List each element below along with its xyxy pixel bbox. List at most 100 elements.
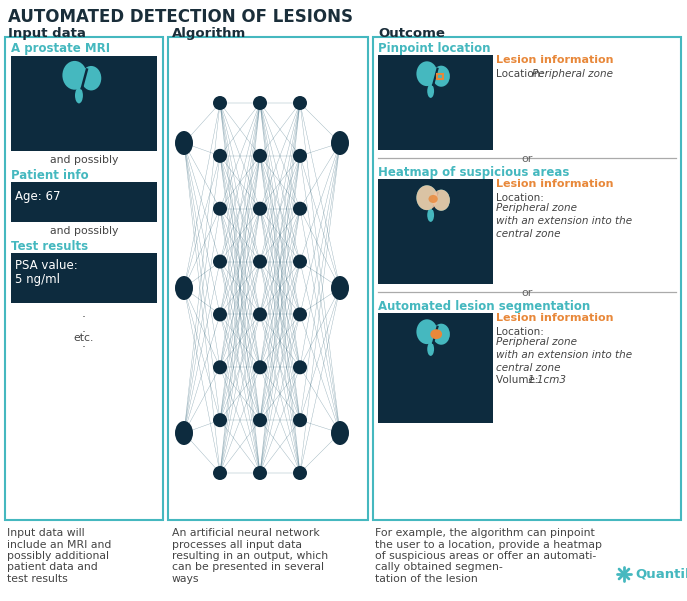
Ellipse shape: [429, 195, 438, 203]
Text: Peripheral zone
with an extension into the
central zone: Peripheral zone with an extension into t…: [496, 337, 632, 373]
Circle shape: [253, 413, 267, 427]
Text: Location:: Location:: [496, 69, 547, 79]
Text: Outcome: Outcome: [378, 27, 445, 40]
Ellipse shape: [416, 61, 438, 86]
Circle shape: [213, 308, 227, 322]
Text: Peripheral zone: Peripheral zone: [532, 69, 613, 79]
Circle shape: [253, 255, 267, 269]
Ellipse shape: [416, 185, 438, 210]
Ellipse shape: [433, 324, 450, 345]
Circle shape: [213, 149, 227, 163]
Text: Automated lesion segmentation: Automated lesion segmentation: [378, 300, 590, 313]
Text: Lesion information: Lesion information: [496, 179, 613, 189]
Text: processes all input data: processes all input data: [172, 540, 302, 549]
Circle shape: [293, 413, 307, 427]
FancyBboxPatch shape: [373, 37, 681, 520]
Text: Input data: Input data: [8, 27, 86, 40]
Circle shape: [213, 202, 227, 216]
Circle shape: [293, 308, 307, 322]
Circle shape: [293, 149, 307, 163]
FancyBboxPatch shape: [11, 182, 157, 222]
Text: cally obtained segmen-: cally obtained segmen-: [375, 563, 503, 573]
Text: Input data will: Input data will: [7, 528, 85, 538]
Ellipse shape: [175, 276, 193, 300]
Text: the user to a location, provide a heatmap: the user to a location, provide a heatma…: [375, 540, 602, 549]
Ellipse shape: [427, 84, 434, 98]
Circle shape: [213, 255, 227, 269]
Text: ·
·
·: · · ·: [82, 311, 86, 354]
Text: or: or: [521, 288, 532, 298]
Ellipse shape: [331, 276, 349, 300]
Text: Heatmap of suspicious areas: Heatmap of suspicious areas: [378, 166, 570, 179]
Circle shape: [253, 308, 267, 322]
Text: can be presented in several: can be presented in several: [172, 563, 324, 573]
Ellipse shape: [331, 131, 349, 155]
Text: Pinpoint location: Pinpoint location: [378, 42, 491, 55]
Text: Lesion information: Lesion information: [496, 55, 613, 65]
Text: For example, the algorithm can pinpoint: For example, the algorithm can pinpoint: [375, 528, 595, 538]
Ellipse shape: [175, 421, 193, 445]
Text: Test results: Test results: [11, 240, 88, 253]
Text: include an MRI and: include an MRI and: [7, 540, 111, 549]
Circle shape: [253, 96, 267, 110]
Text: AUTOMATED DETECTION OF LESIONS: AUTOMATED DETECTION OF LESIONS: [8, 8, 353, 26]
Circle shape: [293, 202, 307, 216]
Text: Algorithm: Algorithm: [172, 27, 246, 40]
Ellipse shape: [427, 209, 434, 222]
FancyBboxPatch shape: [11, 253, 157, 303]
Circle shape: [213, 466, 227, 480]
Circle shape: [293, 96, 307, 110]
Ellipse shape: [427, 342, 434, 356]
FancyBboxPatch shape: [11, 56, 157, 151]
Circle shape: [213, 360, 227, 374]
Text: Peripheral zone
with an extension into the
central zone: Peripheral zone with an extension into t…: [496, 203, 632, 239]
FancyBboxPatch shape: [5, 37, 163, 520]
Circle shape: [293, 466, 307, 480]
Text: Patient info: Patient info: [11, 169, 89, 182]
Ellipse shape: [433, 190, 450, 211]
Text: Location:: Location:: [496, 193, 547, 203]
Text: ways: ways: [172, 574, 199, 584]
Text: resulting in an output, which: resulting in an output, which: [172, 551, 328, 561]
Text: or: or: [521, 154, 532, 164]
FancyBboxPatch shape: [168, 37, 368, 520]
Ellipse shape: [175, 131, 193, 155]
Circle shape: [213, 96, 227, 110]
Text: Quantib: Quantib: [635, 567, 687, 581]
Text: Volume:: Volume:: [496, 375, 542, 385]
FancyBboxPatch shape: [378, 179, 493, 284]
Text: 1.1cm3: 1.1cm3: [528, 375, 567, 385]
Text: possibly additional: possibly additional: [7, 551, 109, 561]
Text: Location:: Location:: [496, 327, 547, 337]
Ellipse shape: [430, 329, 442, 339]
Ellipse shape: [433, 190, 450, 211]
Text: and possibly: and possibly: [50, 155, 118, 165]
Ellipse shape: [416, 185, 438, 210]
Ellipse shape: [63, 61, 87, 90]
Ellipse shape: [416, 319, 438, 344]
Circle shape: [293, 360, 307, 374]
Circle shape: [293, 255, 307, 269]
Ellipse shape: [81, 66, 101, 90]
Ellipse shape: [433, 66, 450, 87]
Text: Age: 67: Age: 67: [15, 190, 60, 203]
Text: and possibly: and possibly: [50, 226, 118, 236]
Text: etc.: etc.: [74, 333, 94, 343]
Text: patient data and: patient data and: [7, 563, 98, 573]
Text: of suspicious areas or offer an automati-: of suspicious areas or offer an automati…: [375, 551, 596, 561]
Circle shape: [253, 202, 267, 216]
Ellipse shape: [75, 88, 83, 103]
Text: An artificial neural network: An artificial neural network: [172, 528, 319, 538]
Text: Lesion information: Lesion information: [496, 313, 613, 323]
FancyBboxPatch shape: [378, 313, 493, 423]
Circle shape: [253, 149, 267, 163]
Ellipse shape: [331, 421, 349, 445]
Circle shape: [253, 360, 267, 374]
Text: test results: test results: [7, 574, 68, 584]
Text: 5 ng/ml: 5 ng/ml: [15, 273, 60, 286]
Text: A prostate MRI: A prostate MRI: [11, 42, 110, 55]
Text: tation of the lesion: tation of the lesion: [375, 574, 477, 584]
FancyBboxPatch shape: [378, 55, 493, 150]
Text: PSA value:: PSA value:: [15, 259, 78, 272]
Circle shape: [213, 413, 227, 427]
